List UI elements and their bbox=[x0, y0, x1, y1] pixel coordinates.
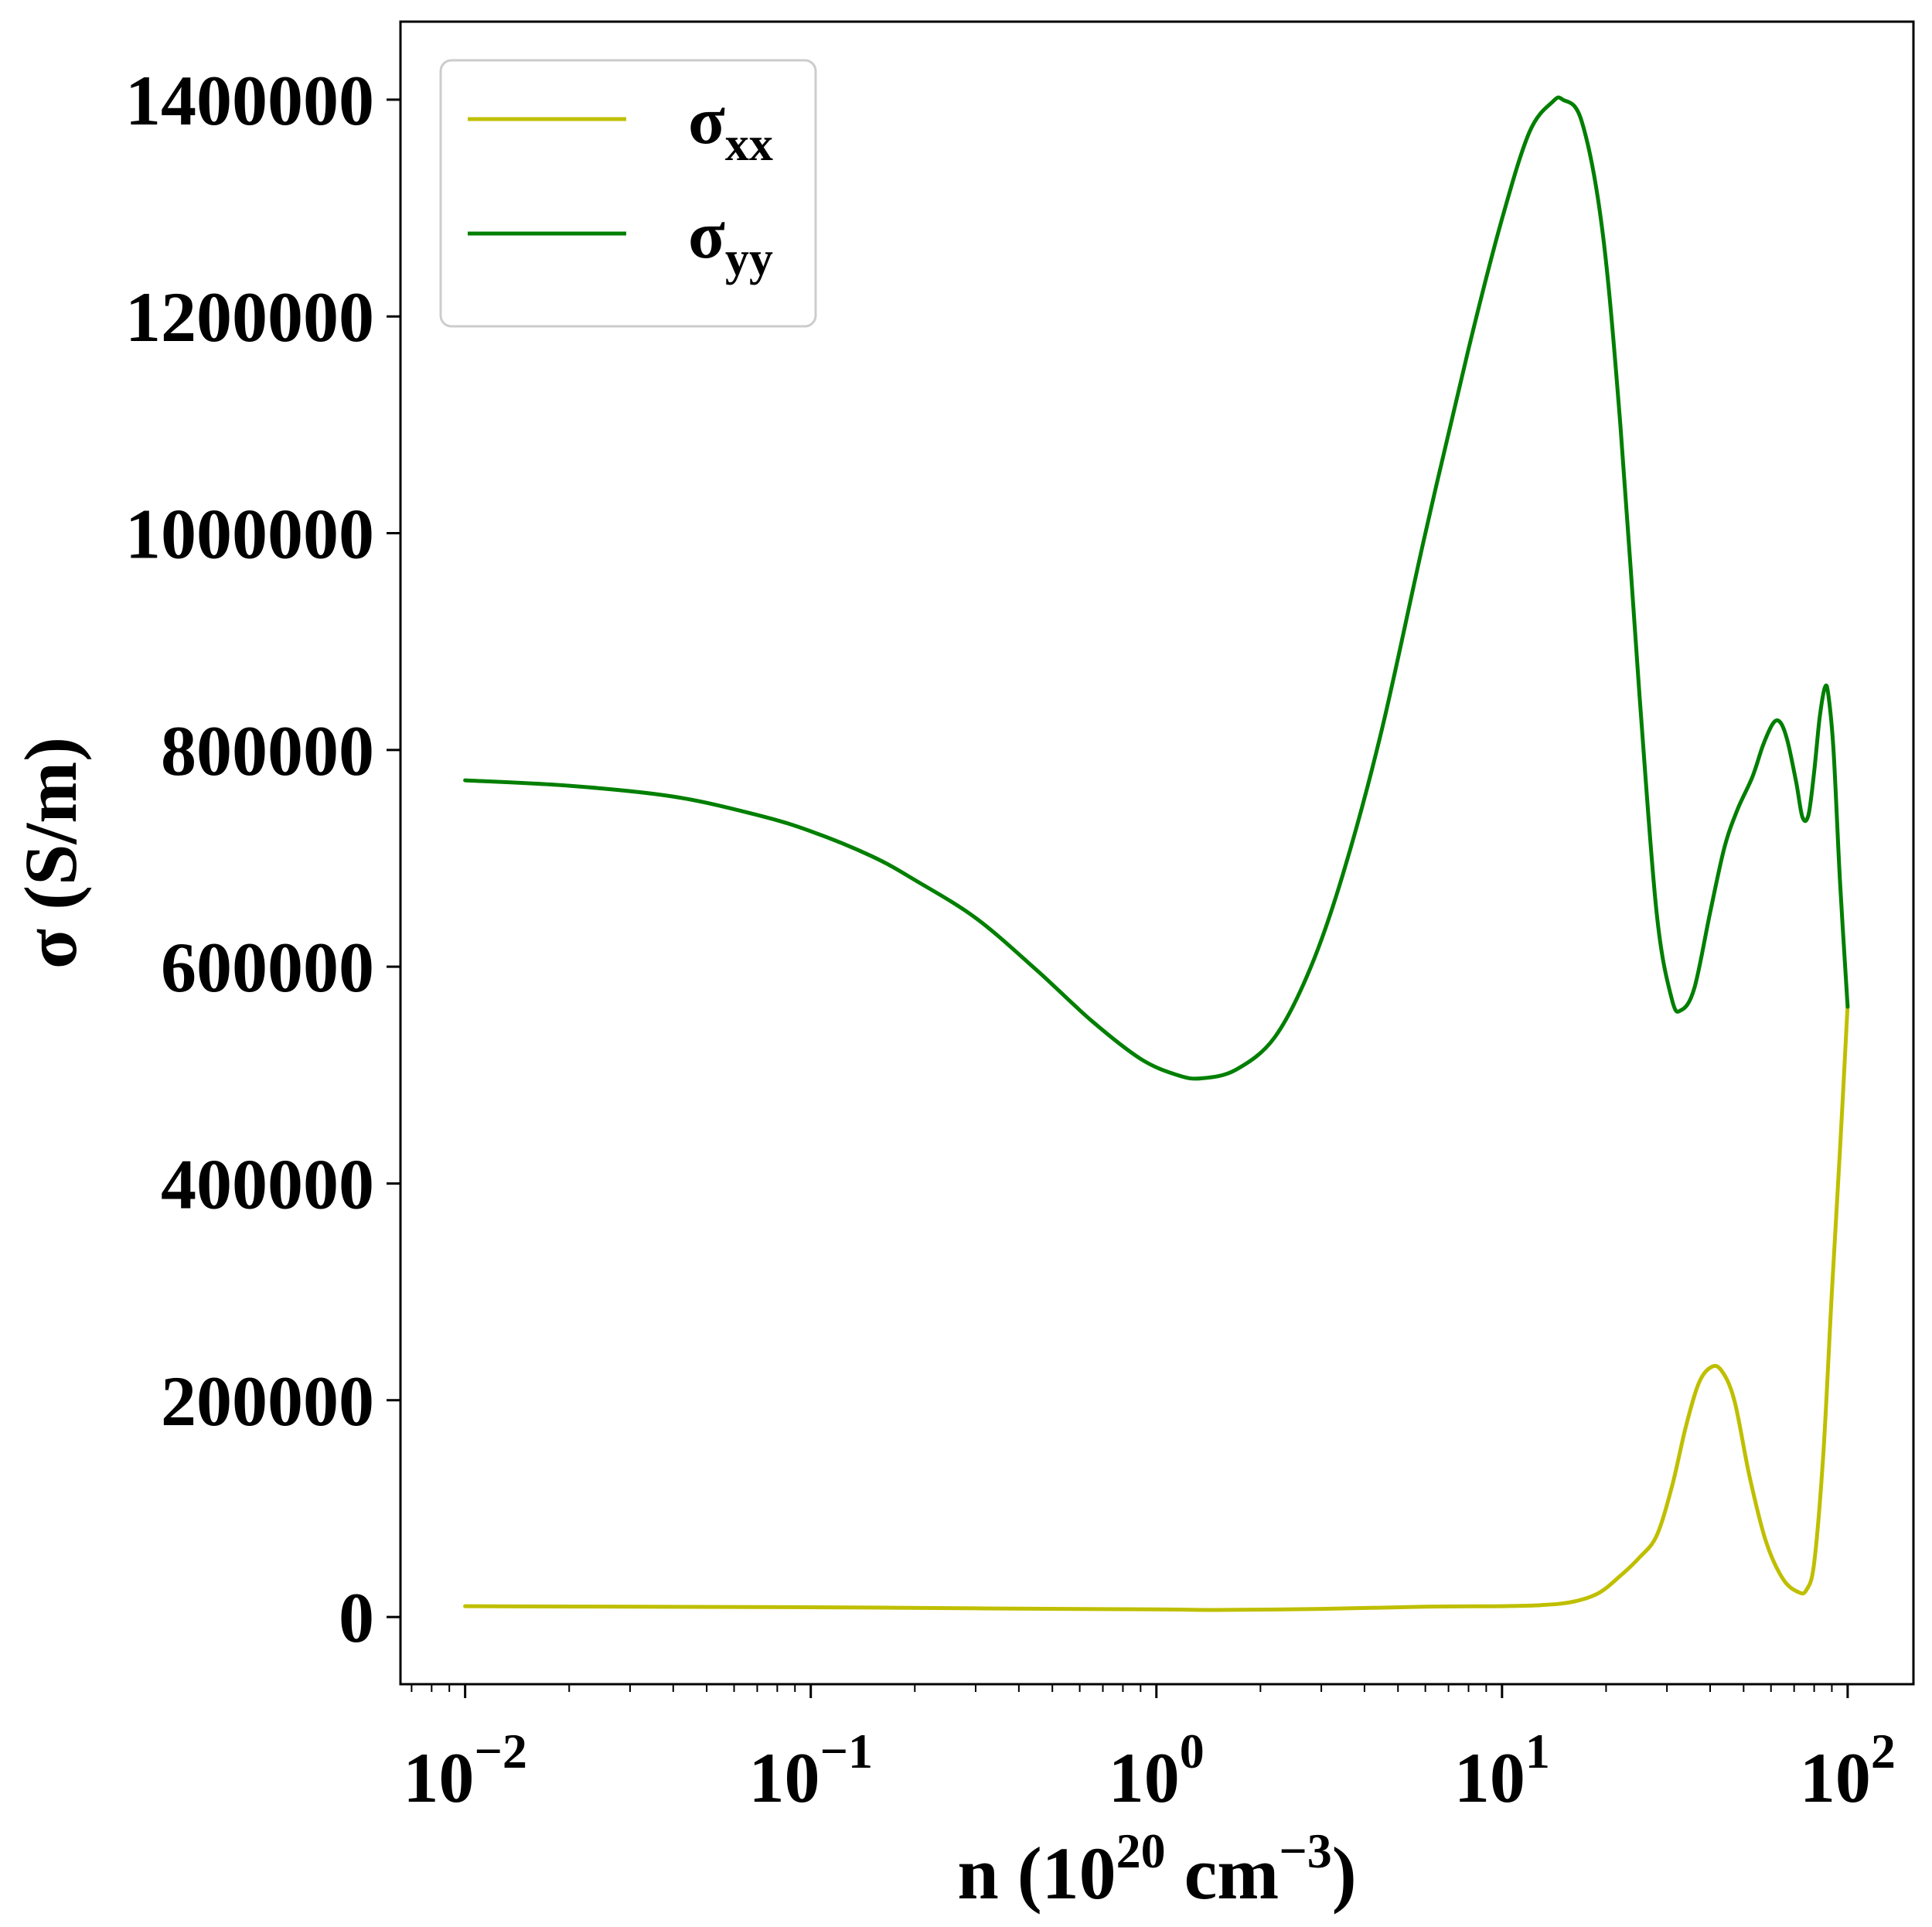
x-tick-label-exponent: −2 bbox=[474, 1724, 526, 1779]
x-tick-label: 102 bbox=[1800, 1724, 1896, 1817]
y-tick-label: 0 bbox=[339, 1578, 374, 1657]
x-tick-label-base: 10 bbox=[403, 1738, 474, 1817]
y-tick-label: 1000000 bbox=[125, 495, 374, 574]
legend-label-sigma-xx-symbol: σ bbox=[688, 84, 725, 159]
x-tick-label: 10−2 bbox=[403, 1724, 526, 1817]
legend-label-sigma-yy-subscript: yy bbox=[725, 233, 773, 285]
x-axis-label: n (1020 cm−3) bbox=[957, 1823, 1356, 1915]
x-tick-label: 10−1 bbox=[748, 1724, 872, 1817]
y-tick-label: 200000 bbox=[161, 1362, 374, 1441]
y-tick-label: 800000 bbox=[161, 711, 374, 790]
plot-frame bbox=[399, 20, 1915, 1686]
y-axis-ticks: 0 200000 400000 600000 800000 1000000 1200000 1… bbox=[125, 61, 400, 1657]
series-layer bbox=[463, 95, 1850, 1612]
legend-label-sigma-yy: σyy bbox=[688, 198, 773, 285]
legend-box bbox=[439, 59, 817, 328]
x-tick-label: 100 bbox=[1109, 1724, 1205, 1817]
y-tick-label: 1400000 bbox=[125, 61, 374, 140]
x-tick-label-base: 10 bbox=[748, 1738, 819, 1817]
y-tick-label: 1200000 bbox=[125, 278, 374, 356]
x-tick-label-base: 10 bbox=[1454, 1738, 1525, 1817]
x-tick-label-exponent: 1 bbox=[1525, 1724, 1550, 1779]
x-tick-label-exponent: 2 bbox=[1871, 1724, 1896, 1779]
x-tick-label-exponent: 0 bbox=[1180, 1724, 1205, 1779]
x-tick-label: 101 bbox=[1454, 1724, 1550, 1817]
legend: σxx σyy bbox=[439, 59, 817, 328]
x-axis-ticks: 10−2 10−1 100 101 102 bbox=[403, 1684, 1896, 1817]
x-tick-label-exponent: −1 bbox=[819, 1724, 872, 1779]
legend-label-sigma-xx-subscript: xx bbox=[725, 118, 773, 171]
y-axis-label: σ (S/m) bbox=[9, 737, 92, 969]
x-axis-label-base: n (10 bbox=[957, 1832, 1116, 1915]
x-axis-label-exponent-2: −3 bbox=[1279, 1823, 1331, 1878]
y-tick-label: 600000 bbox=[161, 928, 374, 1007]
x-tick-label-base: 10 bbox=[1800, 1738, 1871, 1817]
series-line-sigma-yy bbox=[463, 95, 1850, 1081]
x-axis-label-end: ) bbox=[1332, 1832, 1357, 1915]
y-tick-label: 400000 bbox=[161, 1144, 374, 1223]
legend-label-sigma-yy-symbol: σ bbox=[688, 198, 725, 273]
series-line-sigma-xx bbox=[463, 1002, 1850, 1612]
x-tick-label-base: 10 bbox=[1109, 1738, 1180, 1817]
x-axis-label-unit: cm bbox=[1166, 1832, 1279, 1915]
x-axis-label-exponent-1: 20 bbox=[1116, 1823, 1166, 1878]
legend-label-sigma-xx: σxx bbox=[688, 84, 773, 171]
